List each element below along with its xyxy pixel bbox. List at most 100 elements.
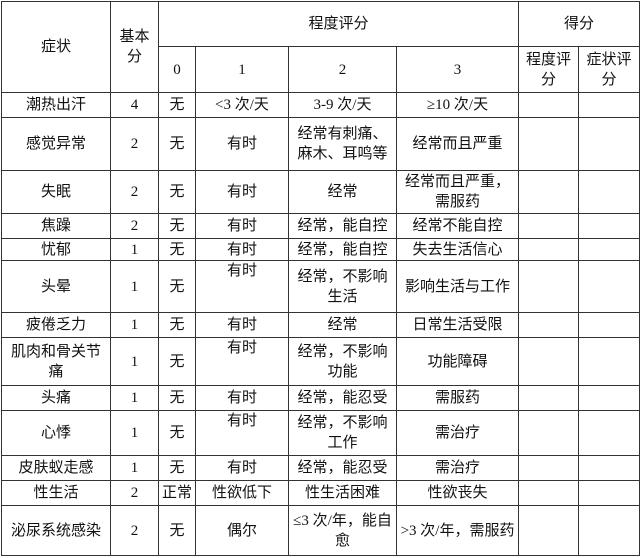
empty-cell	[578, 170, 640, 214]
header-cell: 0	[158, 46, 196, 93]
data-row: 心悸 1 无有时 经常，不影响工作 需治疗	[1, 410, 640, 456]
empty-cell	[578, 117, 640, 171]
data-row: 焦躁 2 无有时 经常，能自控 经常不能自控	[1, 213, 640, 239]
table-cell: 日常生活受限	[395, 312, 520, 338]
empty-cell	[518, 505, 580, 556]
table-cell: 2	[110, 505, 159, 556]
table-cell: 影响生活与工作	[395, 260, 520, 313]
table-cell: 需治疗	[395, 410, 520, 456]
header-cell: 1	[195, 46, 289, 93]
table-cell: 心悸	[1, 410, 111, 456]
table-cell: 有时	[195, 170, 289, 214]
empty-cell	[518, 337, 580, 386]
header-cell: 程度评分	[157, 1, 520, 47]
table-cell: 1	[110, 455, 159, 481]
table-cell: 1	[110, 337, 159, 386]
table-cell: 有时	[195, 337, 289, 386]
header-cell: 2	[288, 46, 397, 93]
table-cell: 无	[158, 505, 196, 556]
table-cell: 经常而且严重	[395, 117, 520, 171]
table-cell: 头晕	[1, 260, 111, 313]
table-cell: 有时	[195, 117, 289, 171]
empty-cell	[518, 455, 580, 481]
table-cell: 忧郁	[1, 238, 111, 261]
data-row: 失眠 2 无有时 经常 经常而且严重，需服药	[1, 170, 640, 214]
table-cell: 经常而且严重，需服药	[395, 170, 520, 214]
data-row: 头晕 1 无有时 经常，不影响生活 影响生活与工作	[1, 260, 640, 313]
table-cell: 正常	[158, 480, 196, 506]
table-cell: 经常，能自控	[288, 238, 397, 261]
data-row: 皮肤蚁走感 1 无有时 经常，能忍受 需治疗	[1, 455, 640, 481]
empty-cell	[518, 312, 580, 338]
table-cell: 有时	[195, 455, 289, 481]
table-cell: 经常有刺痛、麻木、耳鸣等	[288, 117, 397, 171]
data-row: 性生活 2 正常 性欲低下 性生活困难 性欲丧失	[1, 480, 640, 506]
table-cell: 经常	[288, 312, 397, 338]
header-cell: 程度评分	[518, 46, 580, 93]
empty-cell	[578, 312, 640, 338]
table-cell: 失去生活信心	[395, 238, 520, 261]
data-row: 泌尿系统感染 2 无偶尔 ≤3 次/年，能自愈 >3 次/年，需服药	[1, 505, 640, 556]
header-cell: 症状	[1, 1, 111, 93]
table-cell: ≥10 次/天	[395, 92, 520, 118]
data-row: 忧郁 1 无有时 经常，能自控 失去生活信心	[1, 238, 640, 261]
empty-cell	[578, 410, 640, 456]
table-cell: 1	[110, 312, 159, 338]
table-cell: >3 次/年，需服药	[395, 505, 520, 556]
table-cell: 有时	[195, 238, 289, 261]
table-cell: 无	[158, 410, 196, 456]
header-row: 症状 基本分 程度评分 得分	[1, 1, 640, 93]
empty-cell	[518, 385, 580, 411]
table-cell: 肌肉和骨关节痛	[1, 337, 111, 386]
empty-cell	[578, 385, 640, 411]
table-cell: 1	[110, 238, 159, 261]
table-cell: 潮热出汗	[1, 92, 111, 118]
table-cell: 皮肤蚁走感	[1, 455, 111, 481]
table-cell: 经常	[288, 170, 397, 214]
table-cell: 无	[158, 337, 196, 386]
table-cell: 头痛	[1, 385, 111, 411]
header-row: 0 1 2 3 程度评分 症状评分	[2, 46, 640, 93]
empty-cell	[518, 92, 580, 118]
empty-cell	[578, 260, 640, 313]
table-cell: 2	[110, 213, 159, 239]
table-cell: ≤3 次/年，能自愈	[288, 505, 397, 556]
table-cell: 无	[158, 385, 196, 411]
empty-cell	[518, 480, 580, 506]
table-cell: 性生活	[1, 480, 111, 506]
table-cell: 偶尔	[195, 505, 289, 556]
table-cell: 性欲低下	[195, 480, 289, 506]
empty-cell	[578, 480, 640, 506]
table-cell: 需服药	[395, 385, 520, 411]
empty-cell	[518, 410, 580, 456]
table-cell: 经常，能自控	[288, 213, 397, 239]
data-row: 肌肉和骨关节痛 1 无有时 经常，不影响功能 功能障碍	[1, 337, 640, 386]
table-cell: 1	[110, 410, 159, 456]
table-cell: 经常，不影响工作	[288, 410, 397, 456]
data-row: 疲倦乏力 1 无有时 经常 日常生活受限	[1, 312, 640, 338]
table-cell: 无	[158, 170, 196, 214]
empty-cell	[518, 260, 580, 313]
table-cell: 有时	[195, 385, 289, 411]
table-cell: 2	[110, 170, 159, 214]
header-cell: 基本分	[110, 1, 159, 93]
data-row: 头痛 1 无有时 经常，能忍受 需服药	[1, 385, 640, 411]
table-cell: 经常，能忍受	[288, 455, 397, 481]
table-cell: 泌尿系统感染	[1, 505, 111, 556]
table-cell: 1	[110, 385, 159, 411]
table-cell: 经常不能自控	[395, 213, 520, 239]
empty-cell	[578, 92, 640, 118]
header-cell: 得分	[518, 1, 640, 47]
data-row: 潮热出汗 4 无 <3 次/天 3-9 次/天 ≥10 次/天	[1, 92, 640, 118]
table-cell: 无	[158, 260, 196, 313]
data-row: 感觉异常 2 无有时 经常有刺痛、麻木、耳鸣等 经常而且严重	[1, 117, 640, 171]
empty-cell	[578, 337, 640, 386]
table-cell: 焦躁	[1, 213, 111, 239]
empty-cell	[518, 170, 580, 214]
table-cell: 无	[158, 238, 196, 261]
header-cell: 症状评分	[578, 46, 640, 93]
table-cell: 经常，不影响生活	[288, 260, 397, 313]
